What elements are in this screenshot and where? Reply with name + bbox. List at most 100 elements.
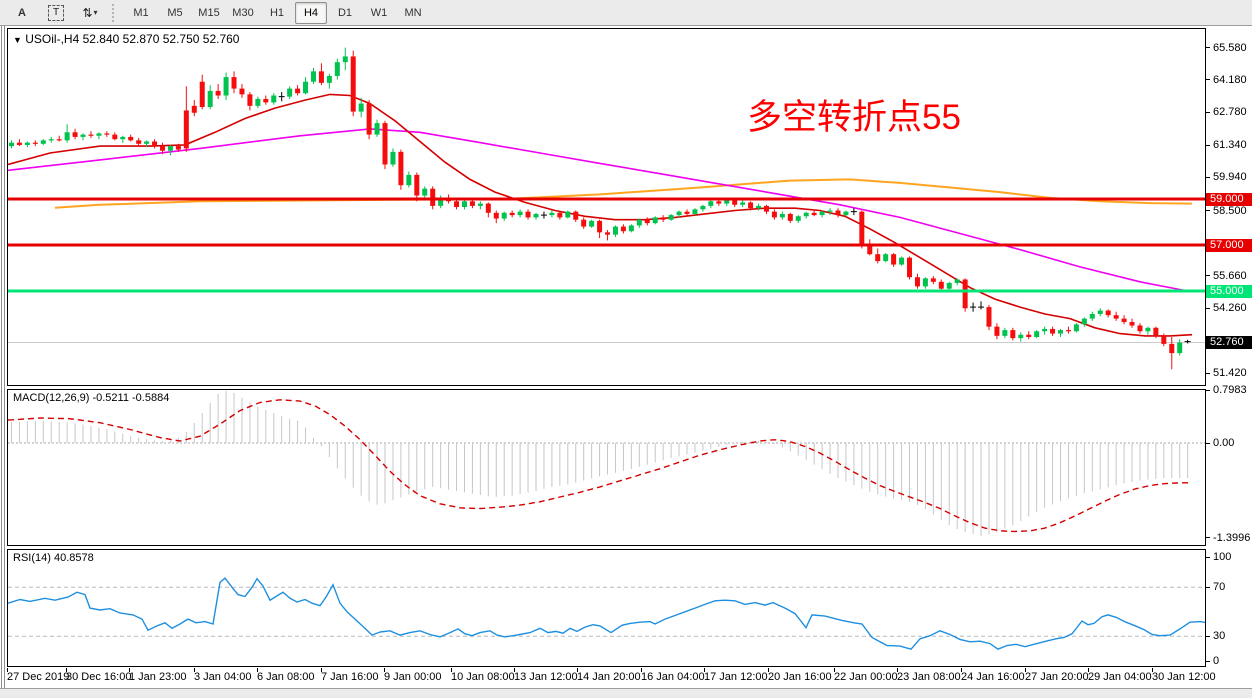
date-tick-label: 9 Jan 00:00 [384, 671, 442, 683]
date-tick [1088, 668, 1089, 672]
date-tick [1025, 668, 1026, 672]
chevron-down-icon: ▾ [93, 8, 98, 17]
price-tick-label: 58.500 [1213, 204, 1247, 217]
high-value: 52.870 [122, 32, 160, 46]
date-tick-label: 22 Jan 00:00 [834, 671, 898, 683]
price-tick [1206, 176, 1210, 178]
price-tick-label: 59.940 [1213, 171, 1247, 184]
crosshair-dropdown-button[interactable]: ⇅ ▾ [74, 2, 106, 24]
price-tick-label: 54.260 [1213, 302, 1247, 315]
macd-axis-label: -1.3996 [1213, 531, 1251, 544]
date-tick-label: 29 Jan 04:00 [1088, 671, 1152, 683]
date-tick [257, 668, 258, 672]
date-tick [514, 668, 515, 672]
collapse-triangle-icon: ▼ [13, 35, 22, 45]
timeframe-button-h4[interactable]: H4 [295, 1, 327, 24]
price-tick [1206, 372, 1210, 374]
date-axis[interactable]: 27 Dec 2019 30 Dec 16:00 1 Jan 23:00 3 Jan … [7, 668, 1216, 687]
price-tick [1206, 79, 1210, 81]
rsi-axis-label: 100 [1213, 551, 1232, 563]
rsi-panel[interactable]: RSI(14) 40.8578 [7, 549, 1206, 667]
date-tick-label: 16 Jan 04:00 [641, 671, 705, 683]
date-tick-label: 17 Jan 12:00 [704, 671, 768, 683]
price-tick [1206, 111, 1210, 113]
timeframe-button-w1[interactable]: W1 [370, 6, 388, 19]
rsi-axis-label: 70 [1213, 581, 1226, 593]
timeframe-button-h1[interactable]: H1 [269, 6, 285, 19]
candlestick-chart [8, 47, 1205, 370]
macd-axis-label: 0.7983 [1213, 384, 1247, 396]
date-tick-label: 13 Jan 12:00 [514, 671, 578, 683]
date-tick-label: 6 Jan 08:00 [257, 671, 315, 683]
date-tick-label: 3 Jan 04:00 [194, 671, 252, 683]
arrows-icon: ⇅ [82, 5, 92, 20]
price-tick [1206, 47, 1210, 49]
arrow-cursor-button[interactable]: A [6, 2, 38, 24]
date-tick-label: 20 Jan 16:00 [768, 671, 832, 683]
date-tick [1152, 668, 1153, 672]
date-tick [451, 668, 452, 672]
timeframe-button-m5[interactable]: M5 [167, 6, 183, 19]
timeframe-button-d1[interactable]: D1 [337, 6, 353, 19]
date-tick [704, 668, 705, 672]
macd-label: MACD(12,26,9) -0.5211 -0.5884 [13, 392, 170, 404]
price-tick-label: 51.420 [1213, 367, 1247, 380]
text-label-button[interactable]: T [40, 2, 72, 24]
toolbar-separator [112, 3, 119, 22]
date-tick-label: 27 Jan 20:00 [1025, 671, 1089, 683]
date-tick-label: 1 Jan 23:00 [129, 671, 187, 683]
symbol-label: USOil-,H4 [25, 32, 80, 46]
timeframe-button-m1[interactable]: M1 [133, 6, 149, 19]
rsi-label: RSI(14) 40.8578 [13, 552, 94, 564]
price-tick-label: 55.660 [1213, 269, 1247, 282]
price-tick [1206, 275, 1210, 277]
macd-axis-tick [1206, 389, 1210, 391]
symbol-ohlc-line: ▼ USOil-,H4 52.840 52.870 52.750 52.760 [13, 32, 239, 46]
macd-axis-tick [1206, 537, 1210, 539]
chart-annotation-text: 多空转折点55 [747, 98, 961, 137]
rsi-axis-tick [1206, 586, 1210, 588]
rsi-axis-tick [1206, 660, 1210, 662]
date-tick-label: 24 Jan 16:00 [961, 671, 1025, 683]
date-tick-label: 30 Dec 16:00 [66, 671, 132, 683]
date-tick-label: 23 Jan 08:00 [897, 671, 961, 683]
rsi-axis-tick [1206, 556, 1210, 558]
rsi-axis-label: 30 [1213, 630, 1226, 642]
date-tick [321, 668, 322, 672]
window-left-border [0, 26, 7, 698]
date-tick [641, 668, 642, 672]
price-level-badge: 55.000 [1206, 284, 1252, 298]
date-tick [834, 668, 835, 672]
low-value: 52.750 [162, 32, 200, 46]
date-tick [961, 668, 962, 672]
price-chart-panel[interactable]: ▼ USOil-,H4 52.840 52.870 52.750 52.760 … [7, 28, 1206, 386]
date-tick-label: 7 Jan 16:00 [321, 671, 379, 683]
price-tick-label: 65.580 [1213, 41, 1247, 54]
date-tick-label: 30 Jan 12:00 [1152, 671, 1216, 683]
date-tick [194, 668, 195, 672]
price-tick [1206, 307, 1210, 309]
rsi-chart [8, 577, 1205, 650]
toolbar: A T ⇅ ▾ M1 M5 M15 M30 H1 H4 D1 W1 MN [0, 0, 1252, 26]
price-tick [1206, 144, 1210, 146]
price-level-badge: 59.000 [1206, 192, 1252, 206]
macd-chart [8, 390, 1205, 536]
price-tick-label: 62.780 [1213, 106, 1247, 119]
timeframe-button-m15[interactable]: M15 [198, 6, 220, 19]
macd-axis-tick [1206, 442, 1210, 444]
text-box-icon: T [48, 4, 64, 21]
date-tick [66, 668, 67, 672]
close-value: 52.760 [202, 32, 240, 46]
price-axis[interactable]: 65.580 64.180 62.780 61.340 59.940 58.500 55.6… [1206, 26, 1252, 668]
cursor-a-icon: A [18, 6, 26, 19]
price-tick-label: 64.180 [1213, 73, 1247, 86]
macd-panel[interactable]: MACD(12,26,9) -0.5211 -0.5884 [7, 389, 1206, 546]
timeframe-button-m30[interactable]: M30 [232, 6, 254, 19]
timeframe-button-mn[interactable]: MN [404, 6, 422, 19]
macd-axis-label: 0.00 [1213, 437, 1235, 449]
price-level-badge: 57.000 [1206, 238, 1252, 252]
date-tick-label: 10 Jan 08:00 [451, 671, 515, 683]
open-value: 52.840 [82, 32, 120, 46]
price-tick-label: 61.340 [1213, 139, 1247, 152]
price-tick [1206, 210, 1210, 211]
